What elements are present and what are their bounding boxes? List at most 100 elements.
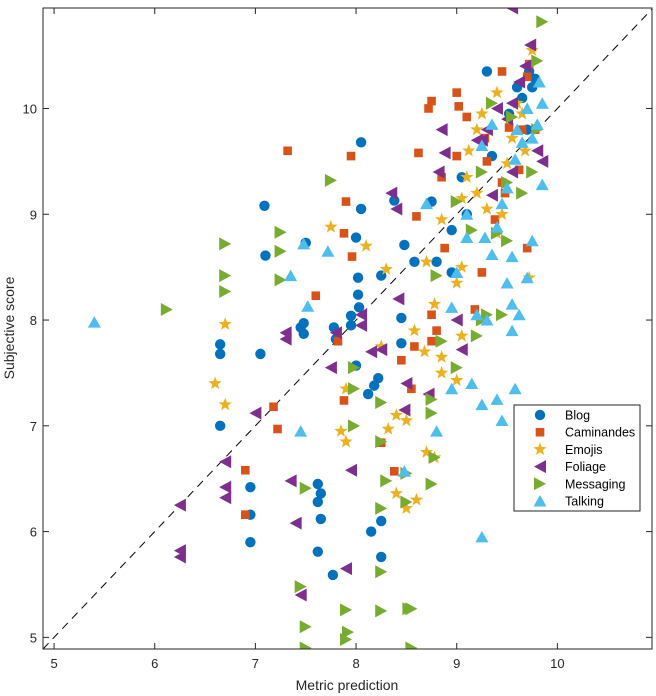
data-point-messaging [428,451,441,465]
data-point-talking [495,414,509,427]
data-point-foliage [524,38,537,52]
data-point-talking [525,234,539,247]
data-point-messaging [430,269,443,283]
data-point-foliage [279,326,292,340]
data-point-foliage [289,516,302,530]
data-point-foliage [219,491,232,505]
data-point-foliage [375,343,388,357]
data-point-foliage [450,313,463,327]
data-point-caminandes [522,243,532,253]
data-point-blog [373,373,384,384]
legend-marker-foliage [534,460,546,474]
data-point-blog [516,92,528,104]
data-point-emojis [409,492,424,506]
data-point-blog [355,137,367,148]
data-point-blog [345,320,357,331]
data-point-foliage [513,75,526,89]
data-point-emojis [450,373,464,386]
data-point-foliage [284,474,297,488]
data-point-messaging [402,602,415,616]
data-point-caminandes [470,305,480,314]
data-point-talking [297,237,311,250]
data-point-blog [481,66,493,77]
data-point-messaging [219,269,232,283]
y-tick-label: 10 [23,101,37,116]
legend-label-messaging: Messaging [565,477,625,491]
data-point-messaging [425,392,438,406]
data-point-blog [315,488,327,499]
x-tick-label: 9 [453,656,460,671]
data-point-blog [312,496,324,508]
series-messaging [160,15,549,649]
data-point-messaging [450,361,463,375]
y-tick-label: 6 [30,525,37,540]
legend-label-emojis: Emojis [565,443,603,457]
data-point-foliage [435,123,448,137]
data-point-blog [396,312,407,324]
data-point-talking [500,277,514,289]
legend-marker-talking [533,495,547,507]
data-point-blog [259,200,270,212]
data-point-emojis [389,486,403,500]
legend-marker-emojis [533,442,547,456]
data-point-emojis [208,376,222,390]
data-point-emojis [407,323,422,337]
data-point-emojis [480,201,494,215]
data-point-caminandes [482,157,492,166]
data-point-caminandes [283,146,292,156]
data-point-caminandes [462,112,472,122]
data-point-talking [515,136,529,148]
data-point-emojis [334,424,348,437]
data-point-messaging [425,477,438,491]
data-point-caminandes [273,424,282,434]
data-point-foliage [219,455,232,469]
data-point-messaging [506,110,519,124]
data-point-foliage [385,186,398,200]
data-point-foliage [536,154,549,168]
data-point-talking [294,425,308,437]
data-point-blog [431,256,442,268]
data-point-emojis [399,501,414,514]
data-point-blog [327,569,339,581]
x-tick-label: 8 [352,656,359,671]
y-tick-label: 8 [30,313,37,328]
data-point-foliage [455,343,468,357]
data-point-talking [530,118,544,130]
data-point-foliage [324,361,337,375]
data-point-caminandes [241,510,250,519]
data-point-foliage [355,308,368,322]
data-point-emojis [500,156,514,170]
data-point-messaging [375,396,388,410]
data-point-emojis [434,365,449,379]
data-point-foliage [390,202,403,216]
data-point-caminandes [427,336,436,346]
y-axis-label: Subjective score [1,276,17,379]
data-point-blog [376,551,387,563]
data-point-blog [353,302,365,313]
data-point-emojis [434,212,449,226]
data-point-messaging [536,15,549,29]
data-point-caminandes [454,102,464,111]
data-point-caminandes [346,151,356,161]
data-point-messaging [470,329,483,343]
data-point-messaging [219,237,232,251]
data-point-blog [399,239,410,251]
data-point-emojis [381,421,395,435]
data-point-talking [475,139,489,152]
data-point-blog [245,536,256,548]
data-point-messaging [380,474,393,488]
data-point-talking [512,308,526,321]
data-point-emojis [339,434,353,448]
legend: Blog Caminandes Emojis Foliage Messaging Talk… [513,404,641,512]
legend-marker-messaging [534,477,546,491]
series-talking [87,76,549,543]
data-point-emojis [434,350,449,363]
data-point-foliage [506,165,519,179]
data-point-messaging [475,165,488,179]
x-axis-ticks: 5 6 7 8 9 10 [50,8,565,671]
data-point-messaging [160,302,173,316]
data-point-foliage [392,292,405,306]
data-point-talking [505,250,519,263]
data-point-talking [321,245,335,257]
